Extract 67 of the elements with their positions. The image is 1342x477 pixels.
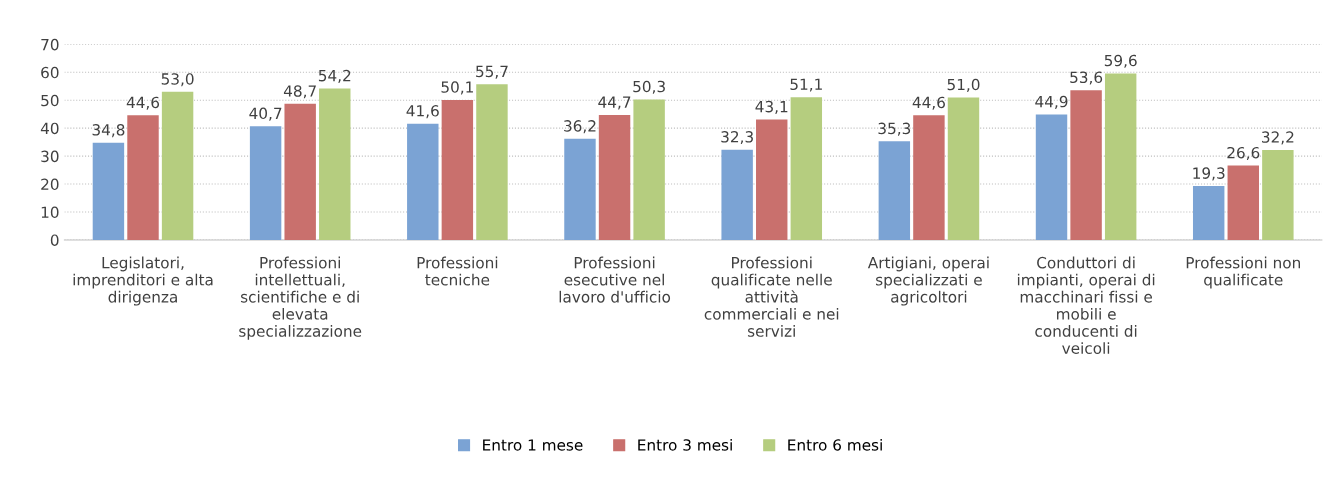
data-label: 40,7 xyxy=(249,107,282,121)
data-label: 35,3 xyxy=(878,122,911,136)
bar xyxy=(127,115,159,240)
x-tick-label: Professioni intellettuali, scientifiche e di elevata specializzazione xyxy=(239,256,362,340)
bar xyxy=(249,126,282,240)
bar xyxy=(284,103,316,240)
data-label: 53,0 xyxy=(161,73,194,87)
bar xyxy=(913,115,945,240)
y-tick-label: 70 xyxy=(41,38,59,51)
bar xyxy=(756,119,788,240)
data-label: 50,1 xyxy=(441,81,473,95)
bar xyxy=(564,138,596,240)
x-tick-label: Conduttori di impianti, operai di macchinari fissi e mobili e conducenti di veicoli xyxy=(1017,256,1155,354)
data-label: 32,2 xyxy=(1262,131,1294,145)
bar xyxy=(633,99,665,240)
bar xyxy=(1192,186,1225,240)
data-label: 34,8 xyxy=(92,124,125,138)
bar xyxy=(1070,90,1102,240)
data-label: 32,3 xyxy=(721,131,753,145)
y-tick-label: 20 xyxy=(41,178,59,191)
legend-label: Entro 1 mese xyxy=(483,439,583,451)
data-label: 50,3 xyxy=(633,80,665,94)
bar xyxy=(947,97,980,240)
data-label: 51,0 xyxy=(947,78,980,92)
bar xyxy=(441,99,474,240)
data-label: 44,9 xyxy=(1035,95,1068,109)
x-tick-label: Legislatori, imprenditori e alta dirigenza xyxy=(73,256,213,306)
bar xyxy=(878,141,911,240)
data-label: 51,1 xyxy=(790,78,822,92)
x-tick-label: Professioni qualificate nelle attività commerciali e nei servizi xyxy=(704,256,839,337)
x-tick-label: Professioni tecniche xyxy=(417,256,498,286)
bar xyxy=(1035,114,1068,240)
x-tick-label: Artigiani, operai specializzati e agricoltori xyxy=(867,256,989,306)
data-label: 44,6 xyxy=(912,96,945,110)
bar xyxy=(1227,165,1259,240)
x-tick-label: Professioni non qualificate xyxy=(1186,256,1300,289)
data-label: 59,6 xyxy=(1104,54,1137,68)
legend-label: Entro 3 mesi xyxy=(638,438,732,451)
bar xyxy=(92,142,125,240)
bar xyxy=(1262,149,1294,240)
data-label: 48,7 xyxy=(283,85,316,99)
bar xyxy=(407,123,439,240)
y-tick-label: 60 xyxy=(41,66,59,79)
y-tick-label: 10 xyxy=(41,206,59,219)
legend-label: Entro 6 mesi xyxy=(788,438,882,451)
y-tick-label: 50 xyxy=(41,94,59,107)
x-tick-label: Professioni esecutive nel lavoro d'ufficio xyxy=(559,256,671,303)
bar xyxy=(161,91,194,240)
data-label: 26,6 xyxy=(1227,146,1260,161)
bar xyxy=(1104,73,1137,240)
data-label: 54,2 xyxy=(318,69,351,83)
data-label: 53,6 xyxy=(1070,71,1103,85)
y-tick-label: 0 xyxy=(50,234,59,246)
y-tick-label: 30 xyxy=(41,150,59,163)
bar xyxy=(319,88,351,240)
bar xyxy=(721,149,753,240)
data-label: 44,7 xyxy=(598,96,631,110)
data-label: 43,1 xyxy=(755,100,788,114)
bar xyxy=(476,84,508,240)
bar xyxy=(598,115,631,240)
bar xyxy=(790,97,823,240)
data-label: 44,6 xyxy=(126,96,160,110)
data-label: 36,2 xyxy=(564,120,596,134)
data-label: 41,6 xyxy=(406,105,439,119)
data-label: 55,7 xyxy=(476,65,508,79)
data-label: 19,3 xyxy=(1193,167,1225,181)
y-tick-label: 40 xyxy=(40,122,59,135)
